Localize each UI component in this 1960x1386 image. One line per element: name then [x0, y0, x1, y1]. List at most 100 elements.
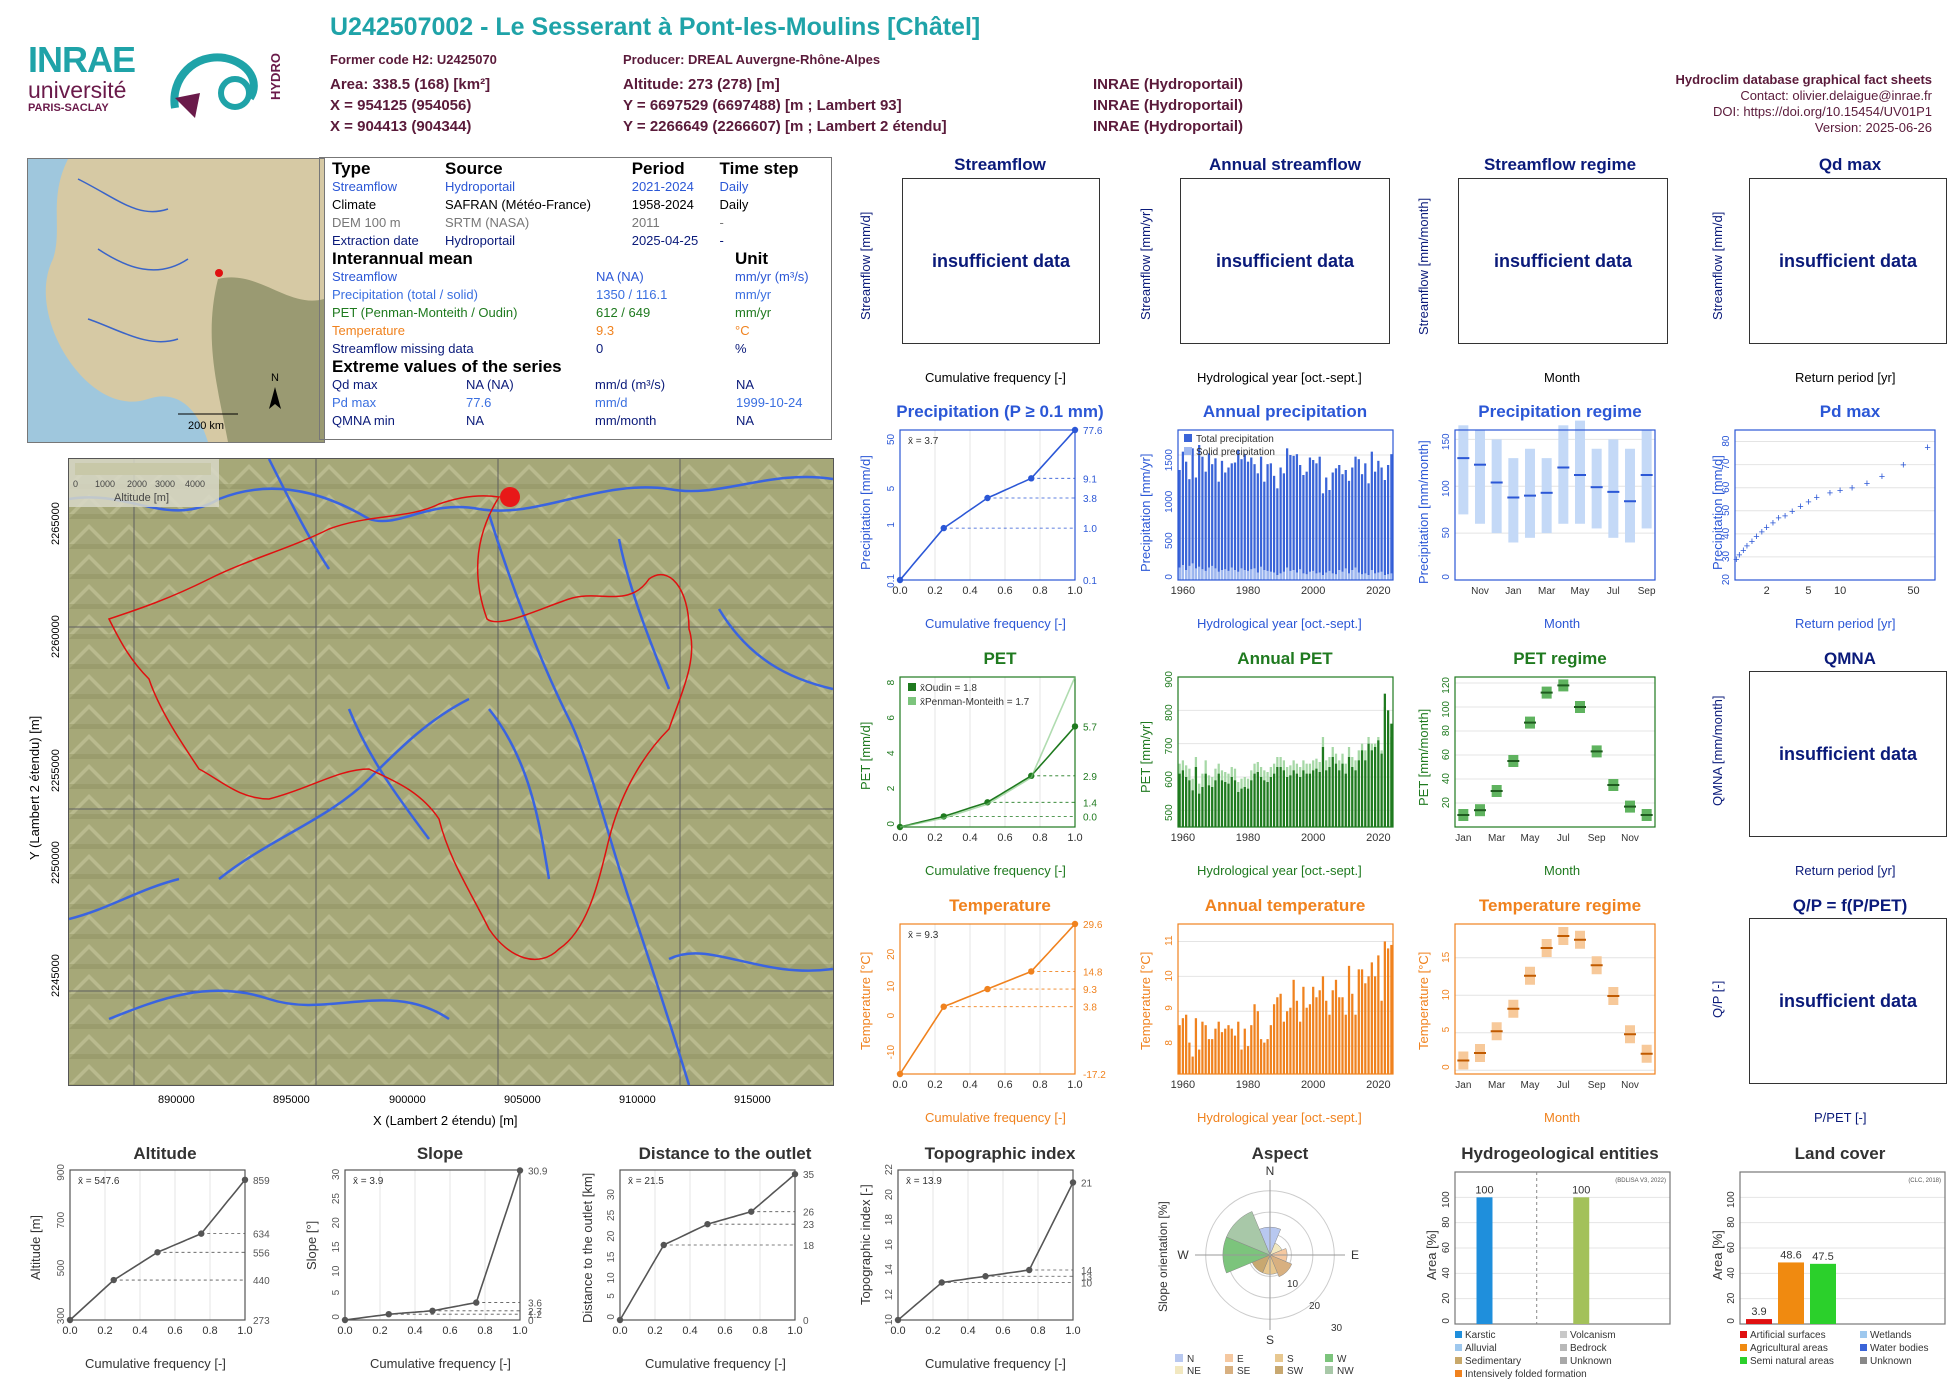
bar — [1334, 763, 1338, 827]
bar — [1360, 574, 1364, 580]
temp-title: Temperature — [949, 896, 1051, 915]
x-tick-label: 0.0 — [62, 1325, 77, 1337]
mean-row-value: 612 / 649 — [596, 305, 651, 320]
distance-ylabel: Distance to the outlet [km] — [580, 1172, 595, 1323]
return-period-point: + — [1740, 545, 1746, 557]
bar — [1204, 570, 1207, 580]
bar-value-label: 100 — [1475, 1184, 1493, 1196]
bar — [1243, 787, 1246, 827]
x-tick-label: Jan — [1455, 833, 1471, 844]
legend-label: Artificial surfaces — [1750, 1330, 1826, 1341]
right-tick-label: 21 — [1081, 1179, 1093, 1190]
bar — [1211, 1039, 1214, 1074]
x-tick-label: 0.2 — [372, 1325, 387, 1337]
minimap-scale: 200 km — [188, 420, 224, 432]
source-note: (BDLISA V3, 2022) — [1615, 1178, 1666, 1184]
mean-row-name: Streamflow missing data — [332, 341, 474, 356]
right-tick-label: 0.1 — [1083, 576, 1097, 587]
minimap-svg: 200 km N — [45, 159, 324, 442]
bar — [1328, 490, 1331, 580]
temp-regime-chart: 0 5 10 15 Jan Mar May Jul Sep Nov — [1441, 923, 1656, 1091]
bar — [1338, 465, 1341, 580]
temp-regime-title: Temperature regime — [1478, 896, 1642, 915]
right-tick-label: 14 — [1081, 1266, 1093, 1277]
aspect-direction: W — [1177, 1248, 1189, 1262]
mean-row-value: 0 — [596, 341, 604, 356]
regime-box — [1508, 458, 1519, 543]
bar — [1272, 572, 1276, 580]
annual-temp-chart: 8 9 10 11 1960 1980 2000 2020 — [1164, 923, 1394, 1091]
basin-map-svg: 0 1000 2000 3000 4000 Altitude [m] — [69, 459, 833, 1085]
plot-frame — [1454, 1171, 1671, 1325]
altitude-legend-tick: 1000 — [95, 479, 115, 489]
x-tick-label: Jul — [1607, 586, 1620, 597]
bar — [1354, 770, 1357, 827]
y-tick-label: 4 — [886, 750, 897, 756]
x-tick-label: 1.0 — [787, 1325, 802, 1337]
quartile-point — [896, 576, 904, 584]
streamflow-regime-ylabel: Streamflow [mm/month] — [1416, 197, 1431, 335]
bar — [1269, 777, 1272, 827]
right-tick-label: 273 — [253, 1316, 270, 1327]
bar — [1302, 475, 1305, 580]
temp-xlabel: Cumulative frequency [-] — [925, 1110, 1066, 1125]
info-row-type: DEM 100 m — [332, 215, 401, 230]
hydrogeo-ylabel: Area [%] — [1424, 1230, 1439, 1280]
legend-swatch — [1860, 1344, 1867, 1351]
bar — [1211, 787, 1214, 827]
bar — [1334, 574, 1338, 580]
bar — [1207, 567, 1211, 580]
bar — [1211, 464, 1214, 580]
y-tick-label: 100 — [1441, 480, 1452, 497]
annual-streamflow-xlabel: Hydrological year [oct.-sept.] — [1197, 370, 1362, 385]
bar — [1237, 571, 1240, 580]
bar — [1263, 1042, 1266, 1074]
streamflow-regime-xlabel: Month — [1544, 370, 1581, 385]
legend-swatch — [1325, 1354, 1333, 1362]
temp-cdf-chart: 0.0 0.2 0.4 0.6 0.8 1.0 -10 0 10 20 29.6 14.8 9.3 3.8… — [886, 920, 1106, 1091]
legend-swatch — [1455, 1344, 1462, 1351]
bar — [1178, 1025, 1181, 1074]
info-header-mean: Interannual mean — [332, 249, 473, 268]
info-row-step: - — [719, 215, 724, 230]
y-tick-label: 15 — [331, 1241, 342, 1253]
streamflow-regime-title: Streamflow regime — [1483, 155, 1637, 174]
bar — [1746, 1319, 1772, 1324]
x-tick-label: 0.2 — [97, 1325, 112, 1337]
qd-max-ylabel: Streamflow [mm/d] — [1710, 211, 1725, 320]
db-info: Hydroclim database graphical fact sheets… — [1676, 72, 1932, 136]
legend-label: Agricultural areas — [1750, 1343, 1828, 1354]
legend-label: Total precipitation — [1196, 434, 1274, 445]
bar — [1338, 770, 1341, 827]
legend-label: Water bodies — [1870, 1343, 1929, 1354]
bar — [1380, 467, 1383, 580]
pet-ylabel: PET [mm/d] — [858, 721, 873, 790]
legend-label: NW — [1337, 1366, 1354, 1377]
y-tick-label: 500 — [1164, 532, 1175, 549]
streamflow-xlabel: Cumulative frequency [-] — [925, 370, 1066, 385]
y-tick-label: 20 — [1721, 574, 1732, 586]
landcover-title: Land cover — [1794, 1144, 1886, 1163]
x-tick-label: 2 — [1764, 585, 1770, 597]
source-note: (CLC, 2018) — [1908, 1178, 1941, 1184]
bar — [1188, 565, 1191, 580]
y-tick-label: 40 — [1441, 773, 1452, 785]
bar — [1341, 763, 1344, 827]
y-tick-label: 20 — [1441, 1292, 1452, 1304]
ext-row-name: QMNA min — [332, 413, 395, 428]
pet-regime-xlabel: Month — [1544, 863, 1581, 878]
ext-row-name: Qd max — [332, 377, 378, 392]
bar — [1198, 1049, 1201, 1074]
bar — [1253, 568, 1256, 580]
ext-row-value: NA (NA) — [466, 377, 514, 392]
right-tick-label: 0.0 — [1083, 812, 1097, 823]
bar — [1390, 573, 1393, 580]
bar — [1266, 464, 1269, 580]
y-tick-label: 30 — [331, 1168, 342, 1180]
bar — [1194, 1018, 1198, 1074]
x-tick-label: 0.6 — [997, 585, 1012, 597]
y-tick-label: 100 — [1726, 1191, 1737, 1208]
x-tick-label: 0.4 — [962, 832, 977, 844]
area-text: Area: 338.5 (168) [km²] — [330, 76, 491, 93]
bar — [1334, 468, 1338, 580]
